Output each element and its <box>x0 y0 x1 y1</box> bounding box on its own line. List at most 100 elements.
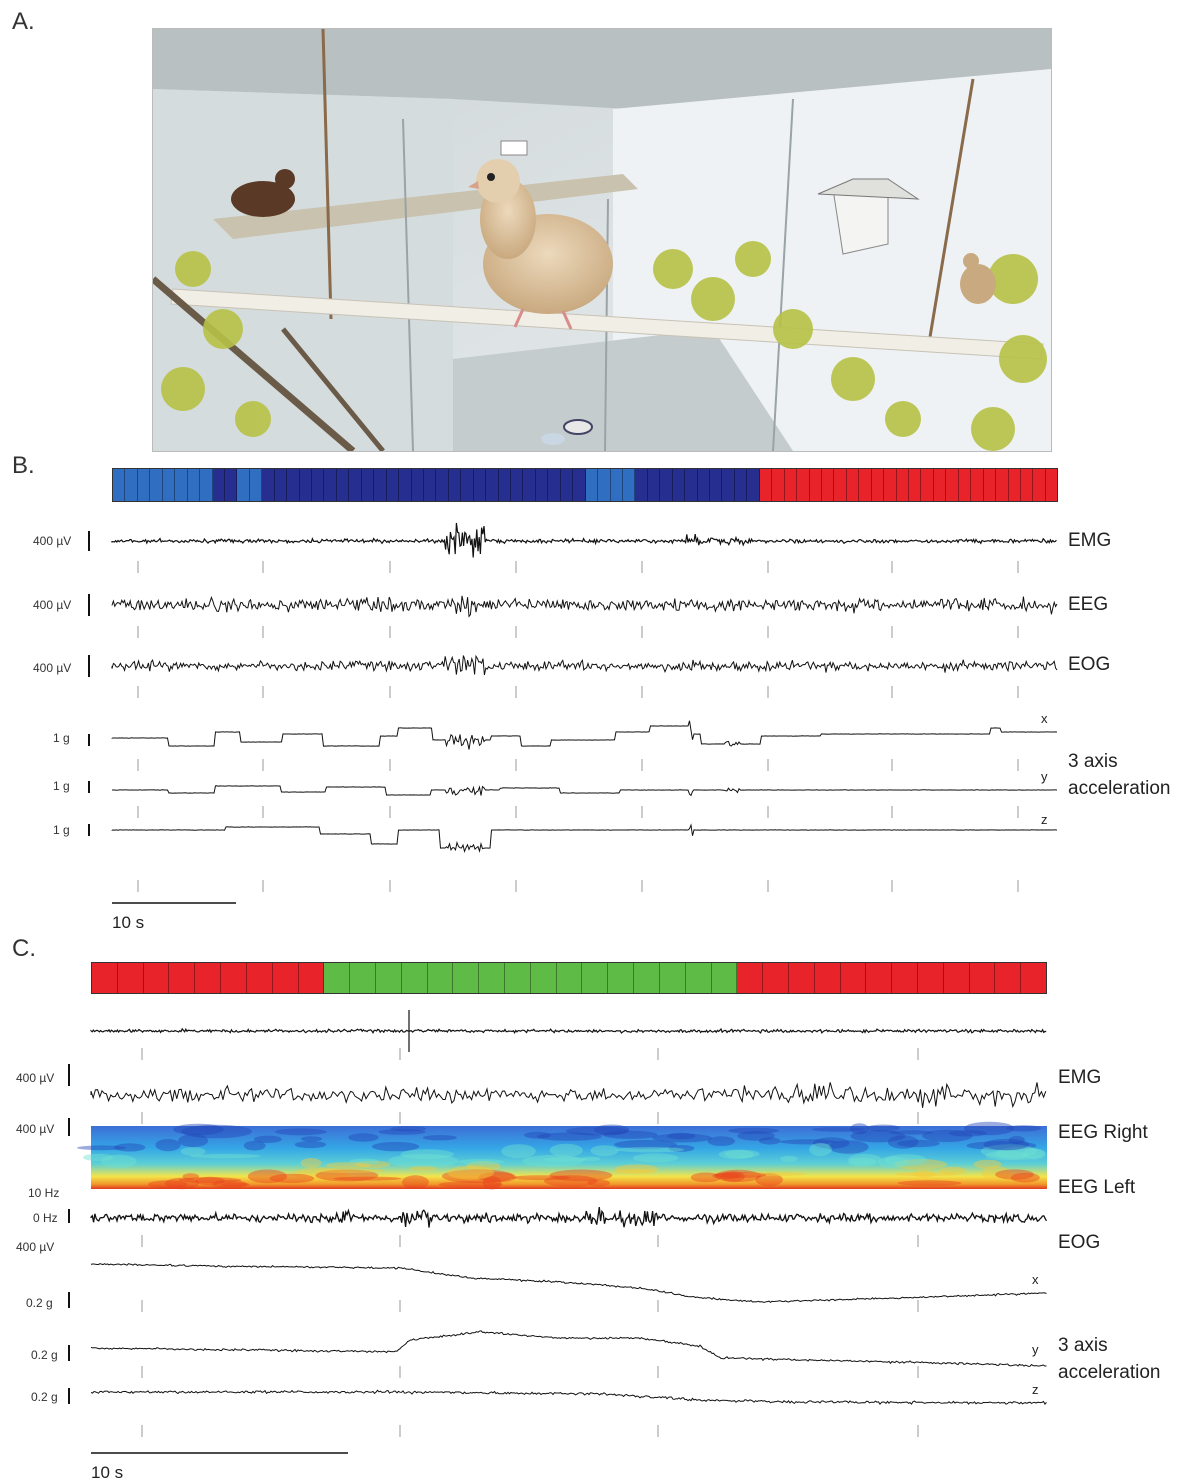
spectrogram-cell <box>897 1180 962 1186</box>
spectrogram-cell <box>388 1154 459 1168</box>
spectrogram-cell <box>114 1143 146 1152</box>
spectrogram-cell <box>325 1162 371 1169</box>
spectrogram-cell <box>889 1130 934 1135</box>
hypnogram-epoch <box>350 963 376 993</box>
hypnogram-epoch <box>535 469 549 501</box>
hypnogram-epoch <box>556 963 583 993</box>
spectrogram-cell <box>809 1143 832 1156</box>
spectrogram-cell <box>850 1130 906 1143</box>
scale-label: 400 µV <box>33 534 72 548</box>
hypnogram-epoch <box>1045 469 1058 501</box>
hypnogram-epoch <box>187 469 201 501</box>
hypnogram-epoch <box>401 963 428 993</box>
hypnogram-epoch <box>399 469 412 501</box>
spectrogram-cell <box>294 1141 327 1149</box>
channel-label-emg: EMG <box>1058 1067 1102 1088</box>
spectrogram-cell <box>615 1164 659 1174</box>
spectrogram-cell <box>300 1136 323 1142</box>
spectrogram-cell <box>848 1153 882 1166</box>
scale-label: 0.2 g <box>26 1296 53 1310</box>
hypnogram-epoch <box>685 963 712 993</box>
acceleration-label: 3 axis acceleration <box>1058 1332 1160 1386</box>
hypnogram-epoch <box>711 963 738 993</box>
spectrogram-cell <box>811 1127 866 1132</box>
spectrogram-cell <box>1010 1172 1040 1183</box>
hypnogram-epoch <box>511 469 524 501</box>
spectrogram-cell <box>348 1133 379 1142</box>
hypnogram-epoch <box>530 963 557 993</box>
spectrogram-cell <box>524 1131 551 1139</box>
spectrogram-cell <box>887 1135 919 1149</box>
acceleration-label: 3 axis acceleration <box>1068 748 1170 802</box>
hypnogram-epoch <box>871 469 885 501</box>
spectrogram-cell <box>422 1135 457 1141</box>
spectrogram-cell <box>447 1165 495 1180</box>
spectrogram-cell <box>274 1128 327 1136</box>
accel-z-trace-b <box>111 823 1058 854</box>
hypnogram-epoch <box>411 469 424 501</box>
hypnogram-epoch <box>287 469 300 501</box>
hypnogram-epoch <box>734 469 748 501</box>
spectrogram-cell <box>549 1169 613 1182</box>
spectrogram-cell <box>850 1123 869 1135</box>
hypnogram-epoch <box>971 469 984 501</box>
channel-label-eeg-left: EEG Left <box>1058 1177 1136 1198</box>
hypnogram-epoch <box>175 469 188 501</box>
hypnogram-epoch <box>821 469 835 501</box>
timebar-label-c: 10 s <box>91 1463 124 1482</box>
spectrogram-cell <box>243 1140 266 1151</box>
hypnogram-epoch <box>896 469 909 501</box>
spectrogram-cell <box>189 1153 261 1159</box>
scale-label: 400 µV <box>16 1122 55 1136</box>
hypnogram-epoch <box>672 469 686 501</box>
hypnogram-epoch <box>324 469 337 501</box>
spectrogram-cell <box>565 1126 629 1136</box>
spectrogram-cell <box>724 1149 760 1158</box>
spectrogram-cell <box>195 1176 225 1186</box>
hypnogram-b <box>112 468 1058 502</box>
accel-y-trace-b <box>112 785 1058 797</box>
spectrogram-cell <box>181 1124 252 1139</box>
scale-label: 1 g <box>53 779 70 793</box>
spectrogram-cell <box>948 1130 987 1137</box>
spectrogram-cell <box>333 1176 402 1181</box>
spectrogram-cell <box>1022 1148 1046 1160</box>
spectrogram-cell <box>549 1143 583 1157</box>
hypnogram-epoch <box>814 963 841 993</box>
hypnogram-epoch <box>660 469 673 501</box>
spectrogram-cell <box>896 1139 940 1148</box>
hypnogram-epoch <box>374 469 387 501</box>
spectrogram-cell <box>544 1175 598 1187</box>
hypnogram-epoch <box>473 469 487 501</box>
acceleration-label-line2: acceleration <box>1068 778 1171 799</box>
spectrogram-cell <box>478 1172 517 1183</box>
hypnogram-epoch <box>884 469 897 501</box>
spectrogram-cell <box>712 1172 741 1180</box>
scale-label: 400 µV <box>33 661 72 675</box>
channel-label-eog: EOG <box>1058 1232 1101 1253</box>
axis-label-y: y <box>1032 1342 1039 1357</box>
spectrogram-cell <box>220 1182 250 1187</box>
hypnogram-epoch <box>866 963 893 993</box>
spectrogram-cell <box>441 1169 514 1184</box>
spectrogram-cell <box>707 1136 735 1146</box>
hypnogram-epoch <box>453 963 480 993</box>
spectrogram-cell <box>615 1147 684 1153</box>
spectrogram-cell <box>828 1140 869 1154</box>
hypnogram-epoch <box>737 963 764 993</box>
emg-trace-c <box>90 1027 1047 1035</box>
hypnogram-epoch <box>505 963 531 993</box>
hypnogram-epoch <box>498 469 511 501</box>
spectrogram-cell <box>409 1166 437 1171</box>
hypnogram-epoch <box>1021 963 1047 993</box>
spectrogram-cell <box>178 1177 242 1184</box>
spectrogram-cell <box>501 1144 536 1158</box>
spectrogram-cell <box>83 1153 114 1162</box>
scale-label: 0.2 g <box>31 1390 58 1404</box>
hypnogram-epoch <box>622 469 636 501</box>
spectrogram-cell <box>253 1135 282 1144</box>
spectrogram-cell <box>755 1173 783 1187</box>
accel-y-trace-c <box>90 1330 1047 1367</box>
hypnogram-epoch <box>137 469 151 501</box>
hypnogram-epoch <box>797 469 810 501</box>
